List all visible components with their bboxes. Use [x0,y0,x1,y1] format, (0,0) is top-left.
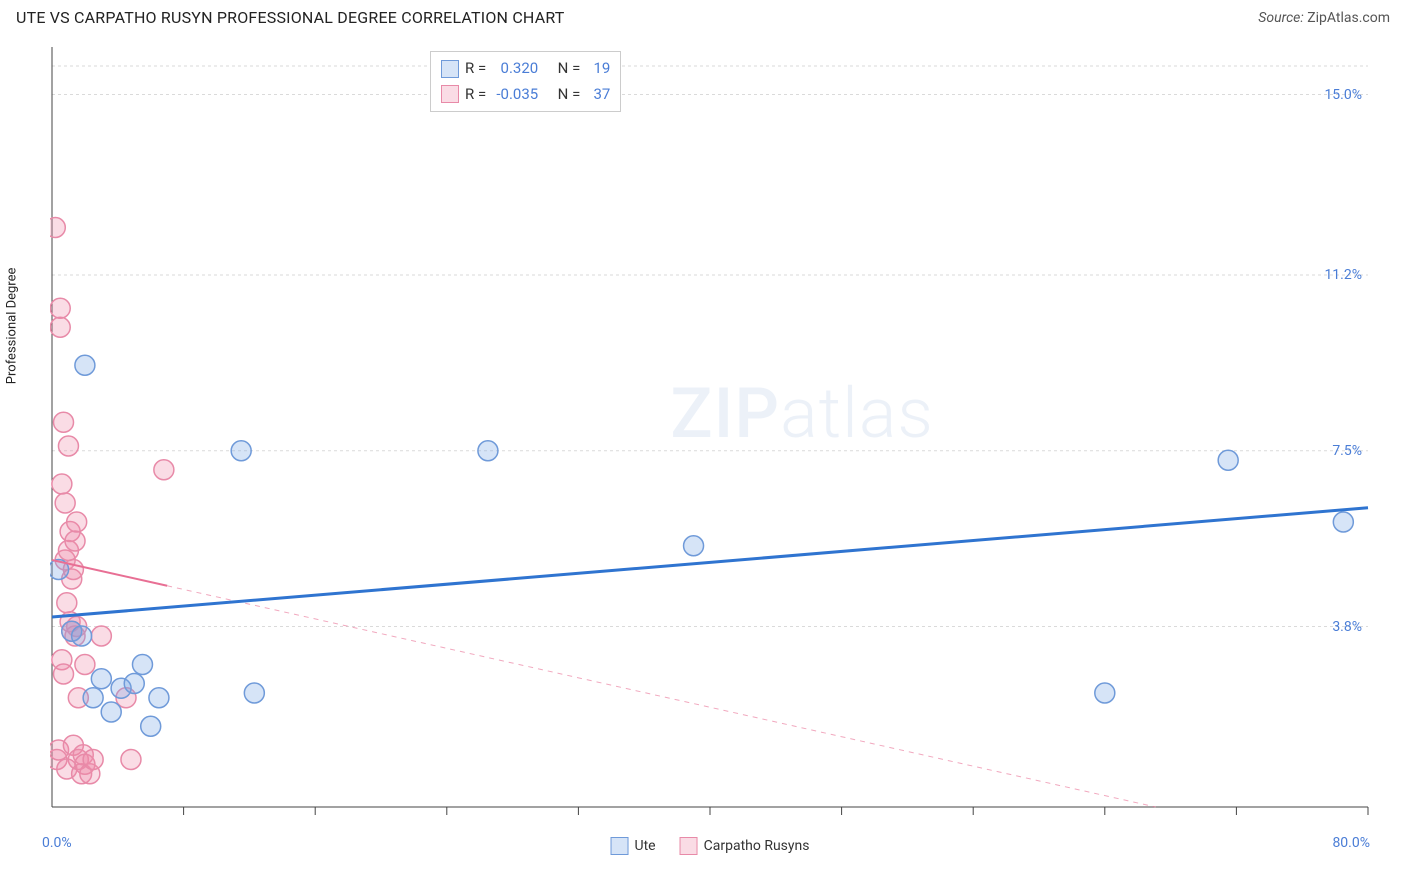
n-value-ute: 19 [586,56,610,82]
r-value-ute: 0.320 [492,56,538,82]
swatch-ute [441,60,459,78]
y-tick-label: 7.5% [1332,443,1362,459]
n-label-ute: N = [558,56,581,82]
stats-box: R = 0.320 N = 19 R = -0.035 N = 37 [430,51,621,112]
bottom-legend: Ute Carpatho Rusyns [611,837,810,855]
chart-area: Professional Degree ZIPatlas R = 0.320 N… [50,45,1370,825]
legend-item-ute: Ute [611,837,656,855]
stats-row-ute: R = 0.320 N = 19 [441,56,610,82]
swatch-ute-icon [611,837,629,855]
stats-row-carpatho: R = -0.035 N = 37 [441,82,610,108]
legend-item-carpatho: Carpatho Rusyns [680,837,810,855]
r-label-carpatho: R = [465,82,486,108]
r-label-ute: R = [465,56,486,82]
swatch-carpatho-icon [680,837,698,855]
source-label: Source: [1258,10,1303,26]
swatch-carpatho [441,85,459,103]
legend-label-carpatho: Carpatho Rusyns [704,838,810,854]
chart-title: UTE VS CARPATHO RUSYN PROFESSIONAL DEGRE… [16,8,565,27]
y-tick-label: 11.2% [1324,267,1362,283]
header: UTE VS CARPATHO RUSYN PROFESSIONAL DEGRE… [0,0,1406,31]
source: Source: ZipAtlas.com [1258,10,1390,26]
source-value: ZipAtlas.com [1307,10,1390,26]
n-label-carpatho: N = [558,82,581,108]
x-max-label: 80.0% [1332,835,1370,851]
r-value-carpatho: -0.035 [492,82,538,108]
scatter-plot [50,45,1370,825]
n-value-carpatho: 37 [586,82,610,108]
y-tick-label: 3.8% [1332,619,1362,635]
x-min-label: 0.0% [42,835,72,851]
legend-label-ute: Ute [635,838,656,854]
y-tick-label: 15.0% [1324,87,1362,103]
y-axis-label: Professional Degree [5,268,20,385]
